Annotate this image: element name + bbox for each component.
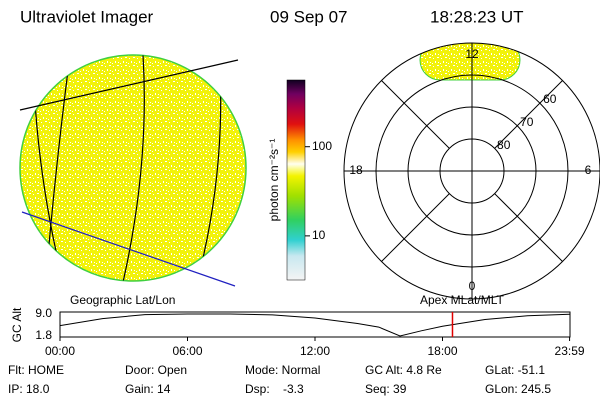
status-field: Door: Open [125,363,187,377]
geo-image [19,54,247,287]
status-field: IP: 18.0 [8,382,50,396]
x-tick-label: 00:00 [45,344,75,358]
status-field: Flt: HOME [8,363,64,377]
status-field: Dsp: -3.3 [245,382,304,396]
status-field: Mode: Normal [245,363,320,377]
status-field: GLon: 245.5 [485,382,551,396]
mlt-label: 0 [469,279,476,293]
title: Ultraviolet Imager [20,7,154,26]
y-axis-label: GC Alt [10,307,24,342]
lat-label: 80 [497,138,511,152]
polar-label: Apex MLat/MLT [420,293,504,307]
colorbar-tick-label: 100 [312,139,332,153]
left-panel-label: Geographic Lat/Lon [70,293,175,307]
status-field: Gain: 14 [125,382,171,396]
date: 09 Sep 07 [270,7,348,26]
x-tick-label: 06:00 [172,344,202,358]
time: 18:28:23 UT [430,7,524,26]
lat-label: 70 [520,115,534,129]
spoke [381,80,450,149]
mlt-label: 6 [585,163,592,177]
mlt-label: 18 [349,163,363,177]
spoke [494,193,563,262]
status-field: GC Alt: 4.8 Re [365,363,442,377]
spoke [494,80,563,149]
x-tick-label: 18:00 [427,344,457,358]
colorbar-tick-label: 10 [312,228,326,242]
status-footer: Flt: HOME Door: Open Mode: Normal GC Alt: 4… [8,363,551,396]
y-tick-label: 1.8 [35,328,52,342]
lat-label: 60 [543,92,557,106]
x-tick-label: 12:00 [300,344,330,358]
altitude-line [59,313,570,337]
status-field: Seq: 39 [365,382,407,396]
spoke [381,193,450,262]
status-field: GLat: -51.1 [485,363,545,377]
y-tick-label: 9.0 [35,306,52,320]
lat-ring [407,106,537,236]
x-tick-label: 23:59 [555,344,585,358]
colorbar-label: photon cm⁻²s⁻¹ [267,139,281,222]
altitude-chart: Geographic Lat/Lon Apex MLat/MLT GC Alt … [10,293,585,358]
mlt-label: 12 [465,47,479,61]
colorbar: photon cm⁻²s⁻¹ 10 100 [267,79,332,281]
lat-ring [375,74,569,268]
lat-ring [439,138,505,204]
